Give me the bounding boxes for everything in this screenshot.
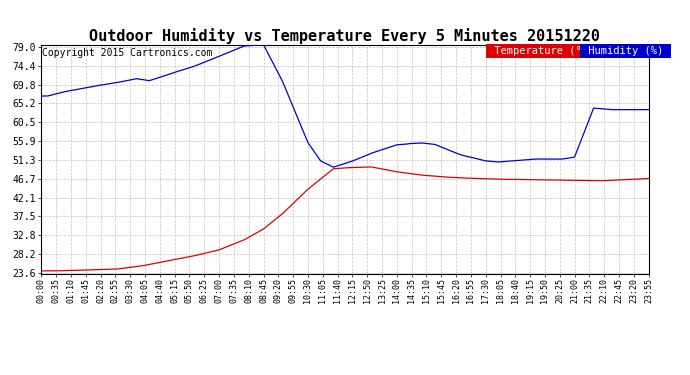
Title: Outdoor Humidity vs Temperature Every 5 Minutes 20151220: Outdoor Humidity vs Temperature Every 5 … bbox=[90, 28, 600, 44]
Text: Copyright 2015 Cartronics.com: Copyright 2015 Cartronics.com bbox=[42, 48, 213, 58]
Text: Humidity (%): Humidity (%) bbox=[582, 46, 669, 56]
Text: Temperature (°F): Temperature (°F) bbox=[488, 46, 600, 56]
